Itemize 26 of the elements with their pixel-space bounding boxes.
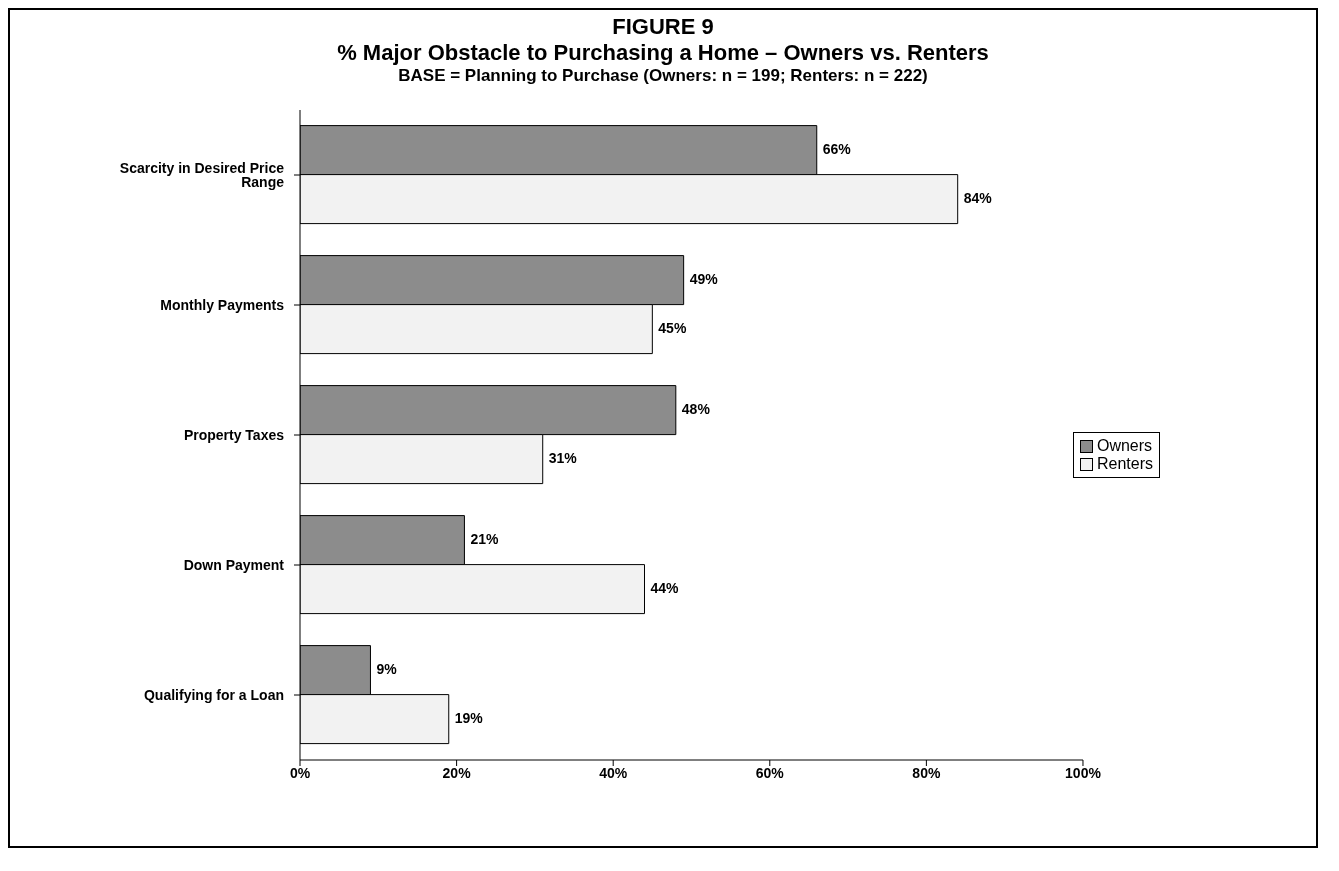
- x-tick-label: 20%: [442, 764, 472, 781]
- y-tick-label: Property Taxes: [183, 426, 285, 443]
- data-label: 84%: [963, 189, 993, 206]
- data-label: 45%: [658, 319, 687, 336]
- data-label: 48%: [681, 400, 711, 417]
- x-tick-label: 40%: [599, 764, 628, 781]
- y-tick-label: Qualifying for a Loan: [143, 686, 284, 703]
- x-tick-label: 100%: [1065, 764, 1102, 781]
- data-label: 19%: [454, 709, 484, 726]
- chart-title: FIGURE 9: [611, 14, 715, 40]
- data-label: 9%: [376, 660, 398, 677]
- data-label: 66%: [822, 140, 852, 157]
- y-tick-label: Monthly Payments: [160, 296, 285, 313]
- y-tick-label: Down Payment: [183, 556, 285, 573]
- y-tick-label: Scarcity in Desired Price Range: [119, 159, 285, 190]
- data-label: 49%: [689, 270, 719, 287]
- legend-label: Owners: [1096, 437, 1153, 455]
- text: BASE = Planning to Purchase (Owners: n = 199; Renters: n = 222): [397, 66, 929, 86]
- legend-label: Renters: [1096, 455, 1153, 473]
- x-tick-label: 80%: [912, 764, 941, 781]
- data-label: 31%: [548, 449, 578, 466]
- data-label: 44%: [650, 579, 680, 596]
- x-tick-label: 0%: [289, 764, 311, 781]
- chart-subtitle: % Major Obstacle to Purchasing a Home – Owners vs. Renters: [336, 40, 990, 66]
- x-tick-label: 60%: [755, 764, 785, 781]
- data-label: 21%: [470, 530, 499, 547]
